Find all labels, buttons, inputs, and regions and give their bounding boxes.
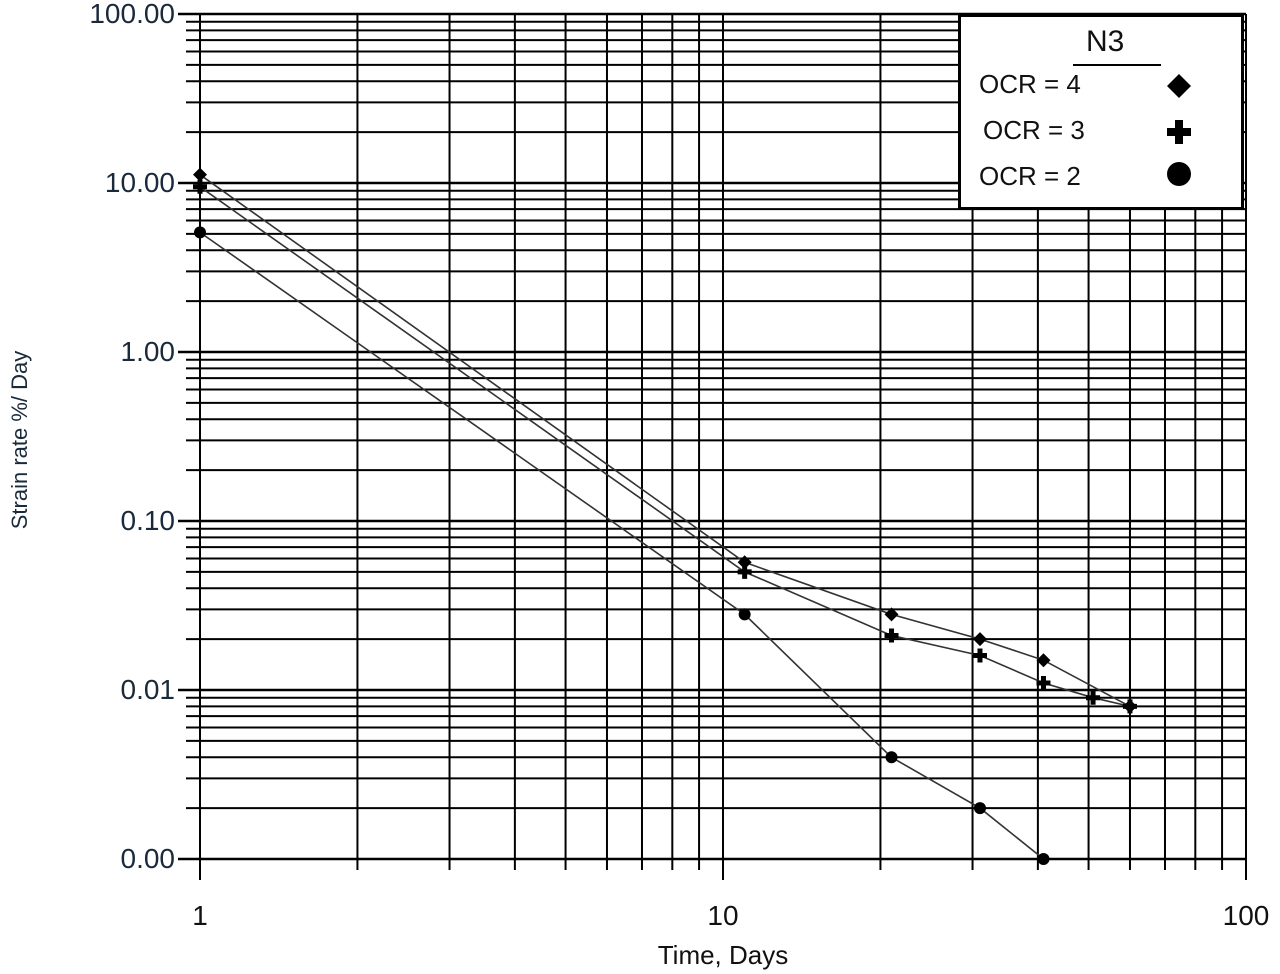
legend-label-ocr3: OCR = 3 xyxy=(983,115,1085,145)
x-axis-label: Time, Days xyxy=(657,940,789,970)
x-tick-label: 1 xyxy=(192,900,208,931)
y-tick-label: 0.01 xyxy=(120,674,176,705)
y-tick-label: 100.00 xyxy=(89,0,175,29)
x-tick-label: 10 xyxy=(707,900,739,931)
y-tick-label: 0.00 xyxy=(120,843,176,874)
data-series xyxy=(193,167,1137,865)
legend-title-underline xyxy=(1073,64,1161,66)
y-tick-label: 1.00 xyxy=(120,336,176,367)
legend-title: N3 xyxy=(1086,25,1125,58)
plus-marker-icon xyxy=(1167,120,1191,144)
circle-marker-icon xyxy=(1167,162,1191,186)
diamond-marker-icon xyxy=(1167,74,1191,98)
legend-label-ocr4: OCR = 4 xyxy=(979,69,1081,99)
legend-label-ocr2: OCR = 2 xyxy=(979,161,1081,191)
legend: N3 OCR = 4 OCR = 3 OCR = 2 xyxy=(958,14,1244,210)
y-tick-label: 10.00 xyxy=(104,167,175,198)
y-tick-label: 0.10 xyxy=(120,505,176,536)
y-axis-label: Strain rate %/ Day xyxy=(7,350,32,530)
x-tick-label: 100 xyxy=(1222,900,1270,931)
